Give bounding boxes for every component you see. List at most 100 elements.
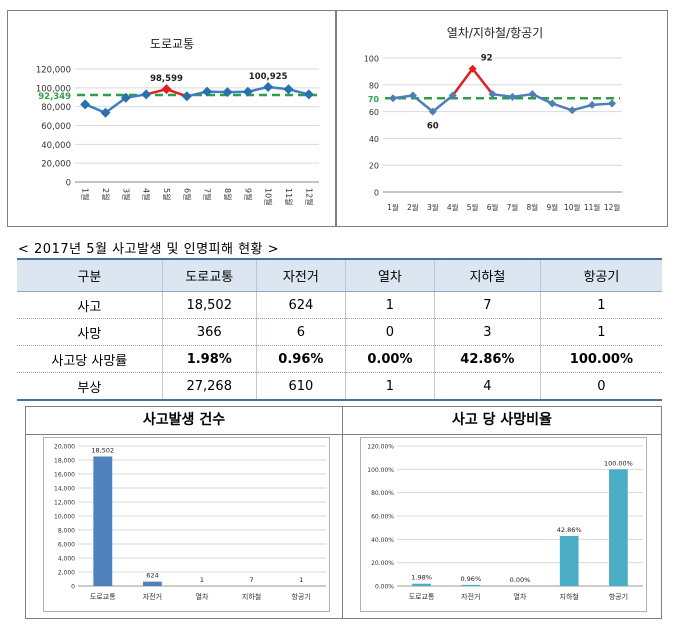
- accident-stats-table: 구분 도로교통 자전거 열차 지하철 항공기 사고 18,502 624 1 7…: [17, 258, 662, 401]
- table-cell: 1.98%: [161, 345, 257, 373]
- x-tick-label: 11월: [284, 188, 294, 206]
- data-point: [388, 94, 397, 103]
- series-segment: [551, 102, 573, 112]
- y-tick-label: 2,000: [58, 570, 75, 577]
- table-cell: 42.86%: [433, 345, 541, 373]
- y-tick-label: 16,000: [54, 472, 75, 479]
- table-row: 사망 366 6 0 3 1: [17, 318, 662, 346]
- data-label: 7: [250, 576, 254, 584]
- y-tick-label: 100: [364, 55, 379, 64]
- table-cell: 6: [255, 318, 346, 346]
- data-label: 1: [200, 576, 204, 584]
- y-tick-label: 18,000: [54, 458, 75, 465]
- data-point: [588, 100, 597, 109]
- fatality-ratio-bar-chart: 0.00% 20.00% 40.00% 60.00% 80.00% 100.00% 120.…: [367, 444, 643, 601]
- data-point: [100, 107, 111, 118]
- y-tick-label: 60.00%: [371, 514, 394, 521]
- series-segment: [451, 67, 474, 97]
- y-tick-label: 8,000: [58, 528, 75, 535]
- table-cell: 0.00%: [344, 345, 435, 373]
- table-cell: 0.96%: [255, 345, 346, 373]
- table-cell: 3: [433, 318, 541, 346]
- y-tick-label: 40: [369, 135, 379, 144]
- y-tick-label: 20: [369, 162, 379, 171]
- data-point: [468, 64, 477, 73]
- series-segment: [412, 94, 434, 113]
- x-tick-label: 열차: [196, 592, 209, 601]
- data-point: [120, 92, 131, 103]
- y-tick-label: 60: [369, 108, 379, 117]
- reference-label: 92,349: [38, 92, 71, 102]
- table-caption: < 2017년 5월 사고발생 및 인명피해 현황 >: [18, 242, 280, 257]
- data-point: [608, 99, 617, 108]
- x-tick-label: 5월: [467, 202, 479, 212]
- y-tick-label: 80,000: [41, 103, 71, 113]
- table-cell: 1: [344, 291, 435, 319]
- data-label: 1: [299, 576, 303, 584]
- table-cell: 1: [344, 372, 435, 401]
- data-label: 100.00%: [604, 459, 633, 467]
- y-tick-label: 12,000: [54, 500, 75, 507]
- accident-count-panel: 사고발생 건수 0 2,000 4,000 6,000 8,000 10,000 12,00…: [25, 406, 343, 619]
- data-point: [428, 107, 437, 116]
- x-tick-label: 9월: [243, 188, 253, 200]
- data-point: [181, 91, 192, 102]
- x-tick-label: 6월: [182, 188, 192, 200]
- bar: [93, 456, 113, 586]
- column-header: 자전거: [255, 258, 346, 292]
- x-tick-label: 도로교통: [90, 593, 116, 601]
- data-point: [448, 91, 457, 100]
- road-traffic-chart-panel: 도로교통 0 20,000 40,000 60,000 80,000 100,000 120,…: [7, 10, 336, 227]
- x-tick-label: 9월: [546, 202, 558, 212]
- column-header: 지하철: [433, 258, 541, 292]
- data-label: 624: [146, 572, 158, 580]
- accident-count-bar-chart: 0 2,000 4,000 6,000 8,000 10,000 12,000 14,000 1…: [54, 444, 326, 601]
- bar: [559, 535, 579, 586]
- data-label: 92: [481, 54, 493, 64]
- y-tick-label: 100,000: [36, 84, 71, 94]
- column-header: 열차: [344, 258, 435, 292]
- table-cell: 4: [433, 372, 541, 401]
- data-point: [80, 99, 91, 110]
- row-label: 부상: [17, 372, 163, 401]
- data-point: [488, 90, 497, 99]
- data-label: 1.98%: [411, 574, 432, 582]
- x-tick-label: 5월: [162, 188, 172, 200]
- reference-label: 70: [368, 95, 380, 104]
- data-point: [528, 90, 537, 99]
- rail-air-chart-panel: 열차/지하철/항공기 0 20 40 60 80 100 1월 2월 3월 4월 5월 6월 7월 8월 9월…: [336, 10, 668, 227]
- y-tick-label: 120.00%: [367, 444, 394, 451]
- x-tick-label: 3월: [121, 188, 131, 200]
- fatality-ratio-panel: 사고 당 사망비율 0.00% 20.00% 40.00% 60.00% 80.00% 1…: [342, 406, 662, 619]
- series-segment: [104, 96, 127, 114]
- y-tick-label: 0: [66, 179, 71, 189]
- data-point: [242, 86, 253, 97]
- column-header: 구분: [17, 258, 163, 292]
- x-tick-label: 11월: [584, 202, 601, 212]
- bar: [461, 584, 481, 586]
- chart-title: 도로교통: [150, 37, 194, 51]
- table-cell: 100.00%: [539, 345, 662, 373]
- y-tick-label: 6,000: [58, 542, 75, 549]
- x-tick-label: 12월: [604, 202, 621, 212]
- x-tick-label: 12월: [304, 188, 314, 206]
- x-tick-label: 10월: [264, 188, 274, 206]
- series-segment: [432, 94, 454, 113]
- y-tick-label: 20,000: [41, 160, 71, 170]
- y-tick-label: 80: [369, 81, 379, 90]
- accident-count-title: 사고발생 건수: [26, 407, 342, 435]
- x-tick-label: 지하철: [560, 592, 579, 601]
- data-point: [141, 89, 152, 100]
- row-label: 사망: [17, 318, 163, 346]
- x-tick-label: 1월: [387, 202, 399, 212]
- x-tick-label: 6월: [487, 202, 499, 212]
- column-header: 도로교통: [161, 258, 257, 292]
- y-tick-label: 10,000: [54, 514, 75, 521]
- rail-air-line-chart: 열차/지하철/항공기 0 20 40 60 80 100 1월 2월 3월 4월 5월 6월 7월 8월 9월…: [364, 26, 622, 212]
- y-tick-label: 80.00%: [371, 490, 394, 497]
- table-cell: 0: [344, 318, 435, 346]
- y-tick-label: 14,000: [54, 486, 75, 493]
- data-point: [222, 87, 233, 98]
- data-point: [161, 84, 172, 95]
- series-segment: [471, 67, 494, 95]
